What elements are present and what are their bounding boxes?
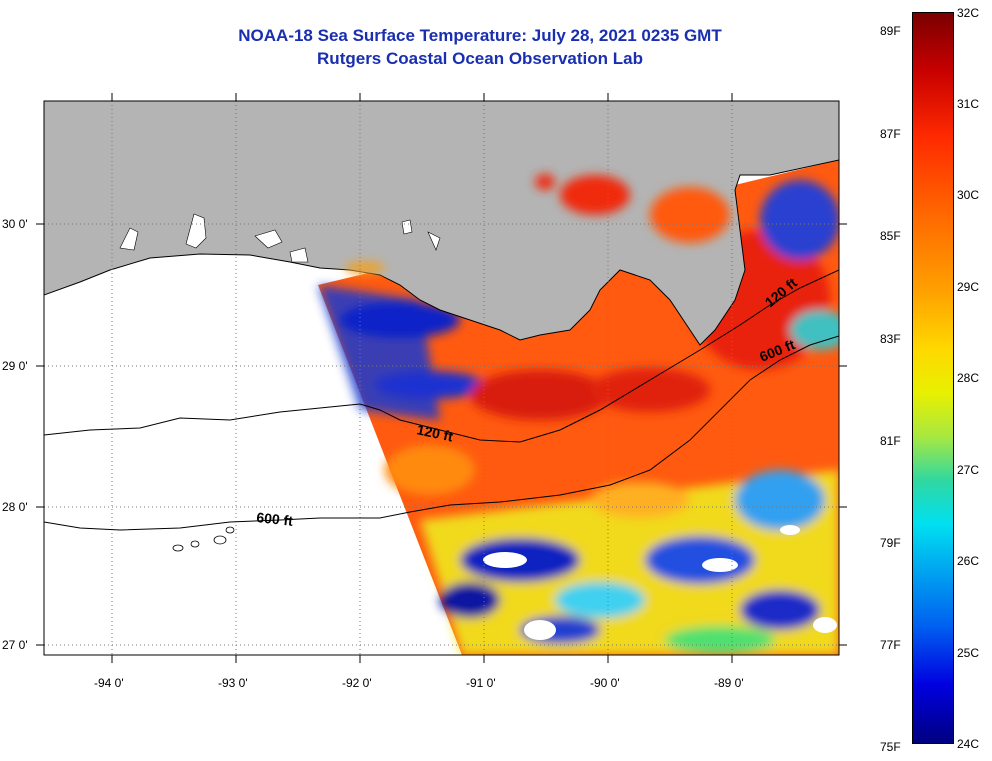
temperature-colorbar xyxy=(912,12,954,744)
map-title: NOAA-18 Sea Surface Temperature: July 28… xyxy=(238,26,722,45)
graticule xyxy=(44,101,839,655)
colorbar-c-27: 27C xyxy=(957,463,980,477)
frame-ticks xyxy=(36,93,847,663)
lon-label-92: -92 0' xyxy=(342,676,372,690)
lon-label-94: -94 0' xyxy=(94,676,124,690)
lon-label-93: -93 0' xyxy=(218,676,248,690)
lon-label-90: -90 0' xyxy=(590,676,620,690)
colorbar-f-77: 77F xyxy=(880,638,901,652)
colorbar-f-87: 87F xyxy=(880,127,901,141)
map-subtitle: Rutgers Coastal Ocean Observation Lab xyxy=(317,49,643,68)
lat-label-29: 29 0' xyxy=(2,359,28,373)
colorbar-f-81: 81F xyxy=(880,434,901,448)
contour-label-120ft-south: 120 ft xyxy=(415,421,454,444)
colorbar-f-83: 83F xyxy=(880,332,901,346)
lat-label-27: 27 0' xyxy=(2,638,28,652)
colorbar-c-29: 29C xyxy=(957,280,980,294)
contour-label-600ft-west: 600 ft xyxy=(256,509,294,529)
map-frame xyxy=(43,100,840,656)
colorbar-c-25: 25C xyxy=(957,646,980,660)
colorbar-c-28: 28C xyxy=(957,371,980,385)
colorbar-c-31: 31C xyxy=(957,97,980,111)
cloud-gaps xyxy=(483,525,837,640)
colorbar-c-32: 32C xyxy=(957,6,980,20)
colorbar-c-30: 30C xyxy=(957,188,980,202)
colorbar-f-89: 89F xyxy=(880,24,901,38)
colorbar-c-24: 24C xyxy=(957,737,980,751)
colorbar-c-26: 26C xyxy=(957,554,980,568)
colorbar-f-79: 79F xyxy=(880,536,901,550)
contour-600ft xyxy=(44,335,839,531)
contour-120ft xyxy=(44,269,839,443)
lon-label-89: -89 0' xyxy=(714,676,744,690)
sst-patches xyxy=(318,180,839,655)
lon-label-91: -91 0' xyxy=(466,676,496,690)
colorbar-f-85: 85F xyxy=(880,229,901,243)
lat-label-30: 30 0' xyxy=(2,217,28,231)
land-mass xyxy=(44,101,839,346)
colorbar-f-75: 75F xyxy=(880,740,901,754)
lat-label-28: 28 0' xyxy=(2,500,28,514)
